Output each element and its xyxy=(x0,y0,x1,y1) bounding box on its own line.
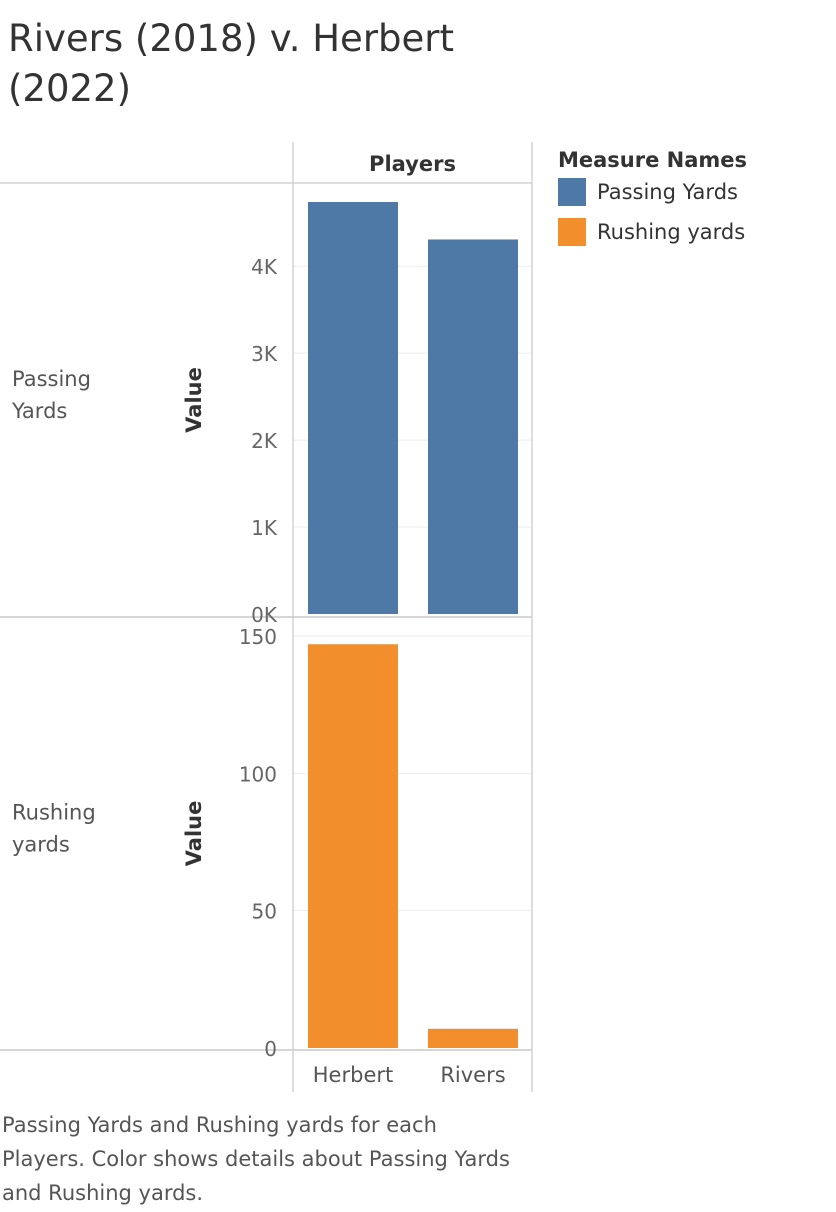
x-tick-label: Rivers xyxy=(440,1063,505,1087)
legend-swatch xyxy=(558,178,586,206)
y-tick-label: 50 xyxy=(252,900,277,924)
legend-item-rushing-yards[interactable]: Rushing yards xyxy=(558,212,747,252)
legend-label: Rushing yards xyxy=(597,220,746,244)
y-axis-title: Value xyxy=(182,367,206,433)
row-label: Passing Yards xyxy=(11,367,91,423)
chart-title: Rivers (2018) v. Herbert (2022) xyxy=(8,17,455,110)
column-header: Players xyxy=(369,152,456,176)
y-tick-label: 0 xyxy=(264,1037,277,1061)
legend-label: Passing Yards xyxy=(597,180,738,204)
bar-herbert xyxy=(308,202,398,614)
legend-item-passing-yards[interactable]: Passing Yards xyxy=(558,172,747,212)
y-tick-label: 0K xyxy=(251,603,278,627)
legend: Measure Names Passing Yards Rushing yard… xyxy=(558,148,747,252)
bar-chart: Players Passing Yards Value 0K 1K 2K 3K 4K Rushin… xyxy=(0,142,533,1092)
legend-title: Measure Names xyxy=(558,148,748,172)
y-tick-label: 4K xyxy=(251,255,278,279)
y-tick-label: 1K xyxy=(251,516,278,540)
row-label: Rushing yards xyxy=(12,801,96,857)
bar-rivers xyxy=(428,1028,518,1048)
y-tick-label: 2K xyxy=(251,429,278,453)
y-tick-label: 150 xyxy=(239,625,277,649)
bar-rivers xyxy=(428,239,518,615)
legend-swatch xyxy=(558,218,586,246)
y-axis-title: Value xyxy=(182,801,206,867)
y-tick-label: 3K xyxy=(251,342,278,366)
x-tick-label: Herbert xyxy=(313,1063,393,1087)
chart-caption: Passing Yards and Rushing yards for each… xyxy=(2,1113,510,1205)
y-tick-label: 100 xyxy=(239,762,277,786)
bar-herbert xyxy=(308,644,398,1048)
